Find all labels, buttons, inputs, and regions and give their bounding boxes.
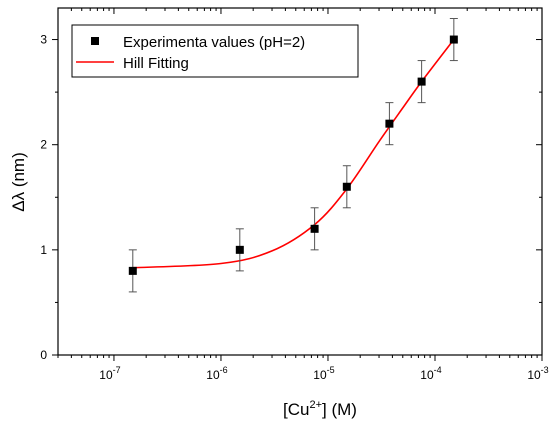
x-axis-title: [Cu2+] (M) <box>283 399 357 419</box>
plot-series-layer <box>128 18 458 293</box>
y-tick-label: 2 <box>40 138 47 152</box>
legend-label-hill: Hill Fitting <box>123 55 189 72</box>
data-point <box>342 182 351 191</box>
x-tick-label: 10-3 <box>527 365 548 382</box>
y-tick-label: 0 <box>40 348 47 362</box>
plot-frame <box>57 7 543 356</box>
x-tick-label: 10-4 <box>420 365 441 382</box>
data-point <box>417 77 426 86</box>
x-tick-label: 10-7 <box>99 365 120 382</box>
x-tick-label: 10-6 <box>206 365 227 382</box>
y-tick-label: 3 <box>40 33 47 47</box>
legend-marker-square <box>91 37 99 45</box>
axis-ticks-layer: 10-7 10-6 10-5 10-4 10-3 0 1 2 3 <box>40 8 549 382</box>
data-point <box>449 35 458 44</box>
legend: Experimenta values (pH=2) Hill Fitting <box>71 24 359 78</box>
legend-label-experimental: Experimenta values (pH=2) <box>123 34 305 51</box>
y-axis-title: Δλ (nm) <box>9 152 28 212</box>
x-tick-label: 10-5 <box>313 365 334 382</box>
y-tick-label: 1 <box>40 243 47 257</box>
legend-box <box>71 24 359 78</box>
data-point <box>235 245 244 254</box>
data-point <box>385 119 394 128</box>
data-point <box>310 224 319 233</box>
data-point <box>128 266 137 275</box>
